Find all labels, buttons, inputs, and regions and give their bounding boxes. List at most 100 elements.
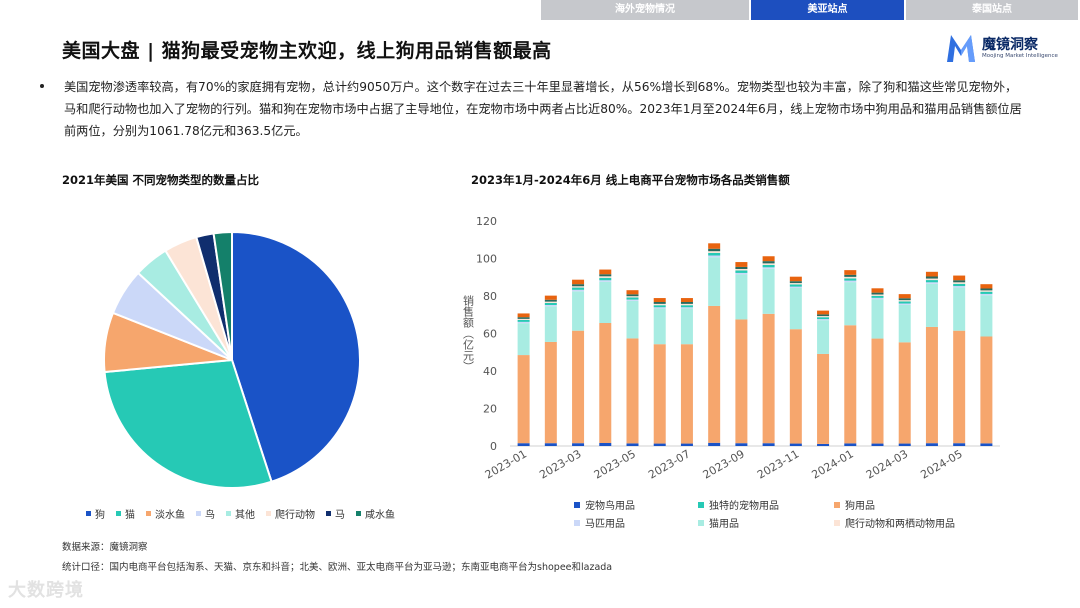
bar-segment — [925, 280, 938, 283]
x-tick-label: 2023-11 — [755, 447, 801, 481]
bar-segment — [817, 314, 830, 317]
pie-legend-item: 猫 — [116, 506, 135, 521]
bar-segment — [980, 443, 993, 447]
bar-chart-title: 2023年1月-2024年6月 线上电商平台宠物市场各品类销售额 — [471, 173, 790, 187]
bar-segment — [680, 344, 693, 444]
bar-segment — [517, 323, 530, 356]
bar-segment — [871, 297, 884, 300]
legend-swatch — [86, 511, 91, 516]
bar-segment — [817, 319, 830, 321]
legend-label: 爬行动物 — [275, 510, 315, 521]
bar-segment — [898, 443, 911, 446]
bar-segment — [817, 316, 830, 318]
bar-segment — [762, 268, 775, 314]
bar-segment — [708, 442, 721, 446]
pie-legend-item: 爬行动物 — [266, 506, 315, 521]
bar-segment — [735, 272, 748, 275]
bar-segment — [844, 325, 857, 444]
bar-segment — [953, 443, 966, 446]
bar-segment — [871, 338, 884, 444]
bar-segment — [626, 294, 639, 297]
bar-segment — [626, 297, 639, 300]
bar-segment — [544, 341, 557, 444]
bar-segment — [653, 298, 666, 302]
bar-segment — [953, 275, 966, 281]
bar-segment — [517, 443, 530, 446]
legend-swatch — [834, 519, 840, 526]
x-tick-label: 2023-05 — [592, 447, 638, 481]
tab-thailand[interactable]: 泰国站点 — [906, 0, 1078, 20]
intro-paragraph: 美国宠物渗透率较高，有70%的家庭拥有宠物，总计约9050万户。这个数字在过去三… — [64, 80, 1022, 138]
bar-legend-item: 独特的宠物用品 — [698, 497, 834, 512]
bar-legend-item: 狗用品 — [834, 497, 1014, 512]
bar-segment — [789, 329, 802, 444]
bar-segment — [544, 302, 557, 305]
bar-segment — [735, 319, 748, 444]
pie-legend-item: 马 — [326, 506, 345, 521]
bar-segment — [789, 286, 802, 288]
bar-segment — [980, 288, 993, 291]
legend-label: 淡水鱼 — [155, 510, 185, 521]
bar-segment — [680, 307, 693, 309]
bar-segment — [953, 283, 966, 287]
bar-legend-item: 马匹用品 — [574, 515, 698, 530]
legend-label: 猫 — [125, 510, 135, 521]
y-tick-label: 80 — [483, 290, 497, 303]
bar-segment — [626, 443, 639, 447]
bar-segment — [653, 303, 666, 306]
legend-swatch — [146, 511, 151, 516]
bar-segment — [762, 256, 775, 262]
x-tick-label: 2023-07 — [646, 447, 692, 481]
bar-segment — [980, 336, 993, 444]
tab-us-amazon[interactable]: 美亚站点 — [751, 0, 904, 20]
statistics-scope-note: 统计口径：国内电商平台包括淘系、天猫、京东和抖音；北美、欧洲、亚太电商平台为亚马… — [62, 562, 613, 573]
bar-segment — [653, 443, 666, 446]
bar-segment — [653, 308, 666, 345]
y-tick-label: 40 — [483, 365, 497, 378]
bar-segment — [708, 243, 721, 249]
bar-segment — [599, 443, 612, 446]
bar-segment — [789, 284, 802, 287]
pie-slice-1 — [103, 358, 273, 489]
bar-segment — [599, 276, 612, 278]
legend-swatch — [574, 519, 580, 526]
legend-label: 马 — [335, 510, 345, 521]
pie-legend-item: 其他 — [226, 506, 255, 521]
bar-segment — [953, 287, 966, 331]
brand-m-icon — [947, 35, 975, 62]
bar-segment — [735, 274, 748, 320]
legend-swatch — [356, 511, 361, 516]
bar-segment — [653, 307, 666, 309]
bar-segment — [762, 443, 775, 446]
pie-slice-7 — [212, 230, 233, 361]
bar-segment — [925, 326, 938, 444]
legend-label: 马匹用品 — [585, 519, 625, 530]
bar-segment — [980, 290, 993, 292]
legend-swatch — [196, 511, 201, 516]
legend-label: 狗用品 — [845, 501, 875, 512]
legend-swatch — [698, 501, 704, 508]
legend-swatch — [834, 501, 840, 508]
bar-segment — [599, 277, 612, 281]
bar-segment — [789, 287, 802, 330]
bar-segment — [925, 276, 938, 279]
y-tick-label: 100 — [476, 253, 497, 266]
data-source-note: 数据来源：魔镜洞察 — [62, 542, 148, 553]
bar-segment — [953, 280, 966, 283]
legend-label: 宠物鸟用品 — [585, 501, 635, 512]
legend-swatch — [326, 511, 331, 516]
bar-segment — [735, 270, 748, 273]
bar-segment — [762, 261, 775, 264]
bar-segment — [980, 293, 993, 296]
bar-segment — [572, 284, 585, 287]
x-tick-label: 2023-03 — [537, 447, 583, 481]
bar-segment — [680, 443, 693, 446]
bar-segment — [953, 286, 966, 288]
bar-segment — [680, 303, 693, 306]
tab-overseas-pets[interactable]: 海外宠物情况 — [541, 0, 749, 20]
legend-label: 其他 — [235, 510, 255, 521]
bar-segment — [626, 299, 639, 301]
bar-segment — [544, 301, 557, 303]
y-tick-label: 60 — [483, 328, 497, 341]
bar-segment — [980, 284, 993, 289]
